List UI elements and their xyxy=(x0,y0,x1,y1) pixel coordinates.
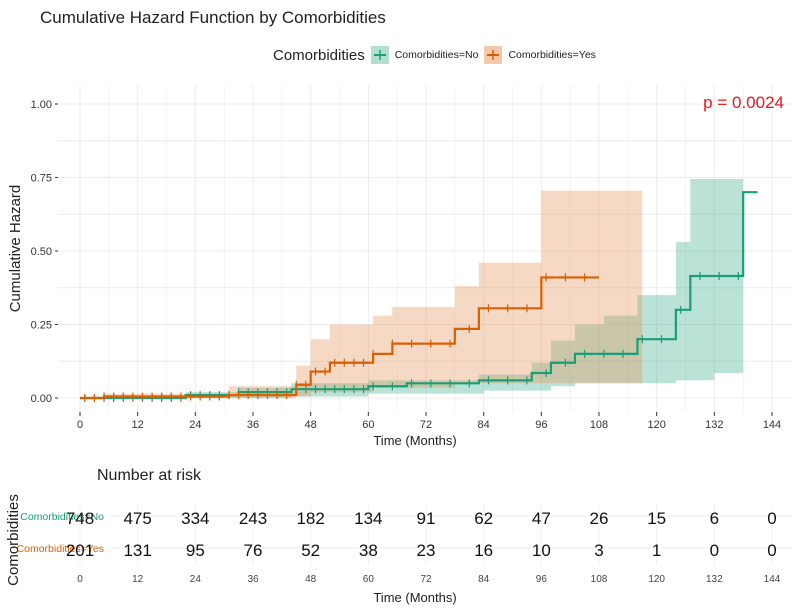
risk-value: 76 xyxy=(244,541,263,560)
legend-label-yes: Comorbidities=Yes xyxy=(508,49,596,61)
x-tick-label: 60 xyxy=(362,419,374,431)
risk-value: 10 xyxy=(532,541,551,560)
risk-value: 6 xyxy=(710,509,719,528)
risk-value: 0 xyxy=(767,509,776,528)
y-tick-label: 1.00 xyxy=(31,99,52,111)
x-tick-label: 84 xyxy=(478,419,490,431)
x-tick-label: 144 xyxy=(763,419,781,431)
risk-value: 182 xyxy=(296,509,324,528)
risk-x-tick-label: 96 xyxy=(536,574,548,585)
risk-y-axis-label: Comorbidities xyxy=(5,494,22,586)
risk-x-tick-label: 12 xyxy=(132,574,144,585)
x-tick-label: 120 xyxy=(647,419,665,431)
x-tick-label: 72 xyxy=(420,419,432,431)
y-tick-label: 0.75 xyxy=(31,173,52,185)
x-tick-label: 48 xyxy=(305,419,317,431)
risk-x-axis-label: Time (Months) xyxy=(373,590,456,605)
risk-value: 748 xyxy=(66,509,94,528)
y-axis-label: Cumulative Hazard xyxy=(7,185,24,313)
legend-title: Comorbidities xyxy=(273,46,365,64)
x-tick-label: 36 xyxy=(247,419,259,431)
risk-value: 47 xyxy=(532,509,551,528)
risk-table-title: Number at risk xyxy=(97,467,202,484)
chart-title: Cumulative Hazard Function by Comorbidit… xyxy=(40,8,386,27)
legend-key-no-icon xyxy=(370,46,389,64)
risk-value: 38 xyxy=(359,541,378,560)
x-tick-label: 96 xyxy=(535,419,547,431)
legend-key-yes-icon xyxy=(484,46,503,64)
risk-x-tick-label: 48 xyxy=(305,574,317,585)
risk-value: 52 xyxy=(301,541,320,560)
risk-x-tick-label: 0 xyxy=(77,574,83,585)
risk-value: 475 xyxy=(123,509,151,528)
legend: Comorbidities Comorbidities=No Comorbidi… xyxy=(273,46,596,64)
y-tick-label: 0.25 xyxy=(31,320,52,332)
x-tick-label: 108 xyxy=(590,419,608,431)
hazard-line-no xyxy=(80,191,758,400)
x-tick-label: 24 xyxy=(189,419,201,431)
risk-value: 134 xyxy=(354,509,382,528)
x-axis-label: Time (Months) xyxy=(373,433,456,448)
risk-x-tick-label: 72 xyxy=(420,574,432,585)
risk-x-tick-label: 144 xyxy=(764,574,781,585)
x-tick-label: 132 xyxy=(705,419,723,431)
risk-x-tick-label: 132 xyxy=(706,574,723,585)
risk-value: 3 xyxy=(594,541,603,560)
risk-value: 201 xyxy=(66,541,94,560)
risk-value: 1 xyxy=(652,541,661,560)
risk-value: 131 xyxy=(123,541,151,560)
risk-x-tick-label: 60 xyxy=(363,574,375,585)
risk-x-tick-label: 120 xyxy=(648,574,665,585)
risk-x-tick-label: 84 xyxy=(478,574,490,585)
risk-value: 0 xyxy=(767,541,776,560)
risk-value: 16 xyxy=(474,541,493,560)
legend-label-no: Comorbidities=No xyxy=(394,49,479,61)
risk-row-label: Comorbidities=Yes xyxy=(17,543,104,555)
risk-value: 62 xyxy=(474,509,493,528)
ci-band-no xyxy=(80,178,744,398)
hazard-line-yes xyxy=(80,276,599,400)
risk-value: 243 xyxy=(239,509,267,528)
risk-x-tick-label: 36 xyxy=(247,574,259,585)
x-tick-label: 12 xyxy=(132,419,144,431)
ci-band-yes xyxy=(80,190,643,398)
y-tick-label: 0.00 xyxy=(31,393,52,405)
risk-value: 91 xyxy=(417,509,436,528)
risk-x-tick-label: 108 xyxy=(591,574,608,585)
p-value-annotation: p = 0.0024 xyxy=(703,93,784,112)
y-tick-label: 0.50 xyxy=(31,246,52,258)
x-tick-label: 0 xyxy=(77,419,83,431)
risk-value: 334 xyxy=(181,509,209,528)
risk-value: 0 xyxy=(710,541,719,560)
risk-x-tick-label: 24 xyxy=(190,574,202,585)
risk-value: 26 xyxy=(590,509,609,528)
risk-row-label: Comorbidities=No xyxy=(20,511,104,523)
risk-value: 15 xyxy=(647,509,666,528)
risk-value: 23 xyxy=(417,541,436,560)
risk-value: 95 xyxy=(186,541,205,560)
